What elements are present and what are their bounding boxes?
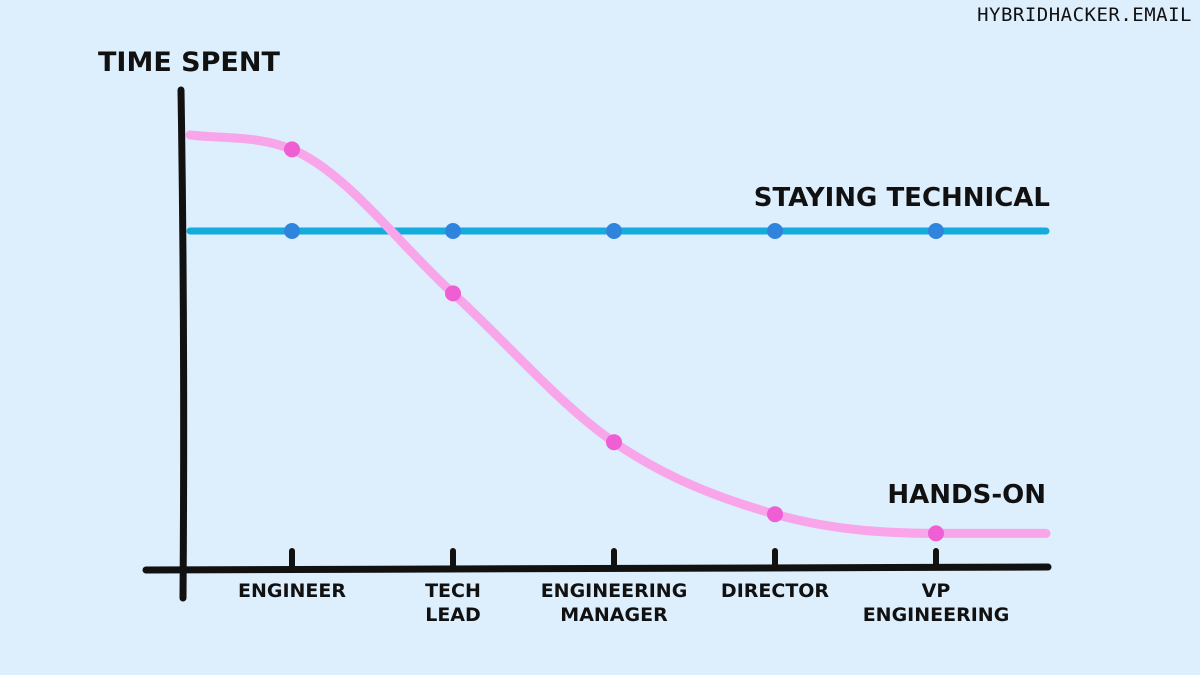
- site-watermark: HYBRIDHACKER.EMAIL: [977, 4, 1192, 26]
- points-layer: [284, 141, 944, 542]
- data-point-staying-technical: [606, 223, 622, 239]
- data-point-staying-technical: [767, 223, 783, 239]
- data-point-hands-on: [928, 525, 944, 542]
- x-tick-label: MANAGER: [560, 604, 668, 626]
- x-tick-label: VP: [922, 580, 951, 602]
- x-tick-label: TECH: [425, 580, 481, 602]
- x-axis: [142, 563, 1052, 574]
- x-tick-label: ENGINEERING: [863, 604, 1010, 626]
- data-point-staying-technical: [928, 223, 944, 239]
- axes-layer: [142, 86, 1052, 602]
- x-tick-label: ENGINEER: [238, 580, 346, 602]
- data-point-staying-technical: [284, 223, 300, 239]
- data-point-hands-on: [445, 285, 461, 302]
- x-tick-label: DIRECTOR: [721, 580, 830, 602]
- data-point-hands-on: [606, 434, 622, 451]
- data-point-hands-on: [284, 141, 300, 158]
- series-label-staying-technical: STAYING TECHNICAL: [754, 183, 1050, 213]
- ticks-layer: ENGINEER TECHLEADENGINEERINGMANAGERDIRECT…: [238, 548, 1010, 626]
- x-tick-label: ENGINEERING: [541, 580, 688, 602]
- x-tick-label: LEAD: [425, 604, 481, 626]
- data-point-staying-technical: [445, 223, 461, 239]
- y-axis: [177, 86, 188, 602]
- y-axis-label: TIME SPENT: [98, 47, 280, 78]
- labels-layer: STAYING TECHNICAL HANDS-ON: [754, 183, 1050, 510]
- data-point-hands-on: [767, 506, 783, 523]
- series-label-hands-on: HANDS-ON: [887, 480, 1046, 510]
